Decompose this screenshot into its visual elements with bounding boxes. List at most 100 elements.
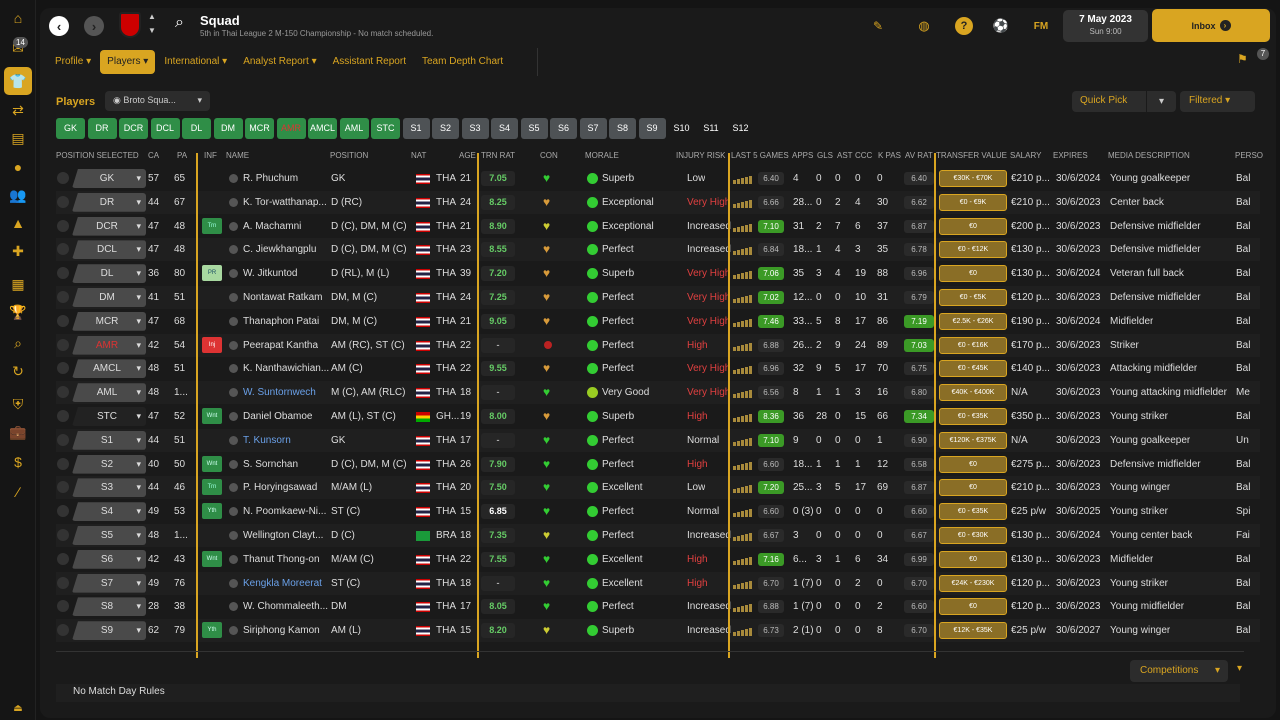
transfers-icon[interactable]: ⇄ — [12, 101, 24, 118]
col-name[interactable]: NAME — [226, 151, 250, 160]
table-row[interactable]: S7 ▾ 49 76 Kengkla Moreerat ST (C) THA 18- ♥ Exce… — [56, 571, 1260, 595]
expand-icon[interactable]: ▾ — [1237, 663, 1243, 674]
trophy-icon[interactable]: 🏆 — [9, 303, 27, 320]
select-checkbox[interactable] — [57, 243, 69, 256]
inbox-button[interactable]: Inbox › — [1152, 9, 1270, 42]
position-select[interactable]: DL ▾ — [72, 264, 146, 284]
col-ast[interactable]: AST — [837, 151, 853, 160]
col-salary[interactable]: SALARY — [1010, 151, 1042, 160]
cell-name[interactable]: W. Suntornwech — [243, 387, 316, 399]
date-box[interactable]: 7 May 2023 Sun 9:00 — [1063, 10, 1148, 42]
position-select[interactable]: S2 ▾ — [72, 454, 146, 474]
chip-aml[interactable]: AML — [339, 118, 369, 139]
table-row[interactable]: DM ▾ 41 51 Nontawat Ratkam DM, M (C) THA 24 7.25… — [56, 286, 1260, 309]
table-row[interactable]: AMR ▾ 42 54 Inj Peerapat Kantha AM (RC), ST (C… — [56, 333, 1260, 357]
col-media[interactable]: MEDIA DESCRIPTION — [1108, 151, 1190, 160]
table-row[interactable]: GK ▾ 57 65 R. Phuchum GK THA 21 7.05 ♥ Superb Low 6.… — [56, 167, 1260, 190]
chip-amcl[interactable]: AMCL — [308, 118, 337, 139]
col-person[interactable]: PERSO — [1235, 151, 1264, 160]
refresh-icon[interactable]: ↻ — [12, 362, 24, 379]
select-checkbox[interactable] — [57, 314, 69, 327]
report-icon[interactable]: ▤ — [11, 129, 25, 146]
select-checkbox[interactable] — [57, 457, 69, 470]
col-inf[interactable]: INF — [204, 151, 217, 160]
col-ca[interactable]: CA — [148, 151, 160, 160]
club-icon[interactable]: ⛨ — [12, 395, 24, 412]
cell-name[interactable]: R. Phuchum — [243, 173, 299, 184]
select-checkbox[interactable] — [57, 362, 69, 375]
select-checkbox[interactable] — [57, 338, 69, 351]
chip-stc[interactable]: STC — [371, 118, 400, 139]
info-badge[interactable]: Yth — [202, 622, 222, 639]
table-row[interactable]: DR ▾ 44 67 K. Tor-watthanap... D (RC) THA 24 8.2… — [56, 190, 1260, 214]
filtered-dropdown[interactable]: Filtered ▾ — [1180, 91, 1255, 112]
info-badge[interactable]: PR — [202, 265, 222, 282]
table-row[interactable]: S5 ▾ 48 1... Wellington Clayt... D (C) BRA 18 7.… — [56, 524, 1260, 547]
cell-name[interactable]: N. Poomkaew-Ni... — [243, 506, 327, 518]
info-badge[interactable]: Trn — [202, 479, 222, 496]
position-select[interactable]: S3 ▾ — [72, 478, 146, 498]
cell-name[interactable]: Kengkla Moreerat — [243, 577, 322, 589]
position-select[interactable]: S6 ▾ — [72, 549, 146, 569]
info-badge[interactable]: Wnt — [202, 408, 222, 424]
chip-dm[interactable]: DM — [213, 118, 243, 139]
competitions-dropdown[interactable]: Competitions ▾ — [1130, 660, 1228, 682]
table-row[interactable]: S4 ▾ 49 53 Yth N. Poomkaew-Ni... ST (C) THA 15 6.… — [56, 500, 1260, 523]
col-gls[interactable]: GLS — [817, 151, 834, 160]
chip-dcr[interactable]: DCR — [119, 118, 148, 139]
chip-amr[interactable]: AMR — [276, 118, 306, 139]
cell-name[interactable]: Thanaphon Patai — [243, 315, 320, 327]
chart-icon[interactable]: ∕ — [16, 484, 20, 500]
chip-s12[interactable]: S12 — [732, 123, 749, 133]
cell-name[interactable]: W. Jitkuntod — [243, 268, 298, 280]
tab-international[interactable]: International ▾ — [164, 56, 228, 67]
select-checkbox[interactable] — [57, 386, 69, 399]
table-row[interactable]: S3 ▾ 44 46 Trn P. Horyingsawad M/AM (L) THA 20 7.… — [56, 476, 1260, 500]
chip-s5[interactable]: S5 — [520, 118, 548, 139]
position-select[interactable]: S9 ▾ — [72, 621, 146, 641]
select-checkbox[interactable] — [57, 529, 69, 541]
position-select[interactable]: MCR ▾ — [72, 311, 146, 331]
cell-name[interactable]: K. Tor-watthanap... — [243, 196, 327, 208]
select-checkbox[interactable] — [57, 172, 69, 184]
select-checkbox[interactable] — [57, 576, 69, 589]
chip-s11[interactable]: S11 — [703, 123, 719, 133]
chip-s7[interactable]: S7 — [579, 118, 607, 139]
cell-name[interactable]: Thanut Thong-on — [243, 553, 320, 565]
select-checkbox[interactable] — [57, 410, 69, 422]
exit-icon[interactable]: ⏏ — [13, 702, 23, 714]
quick-pick-button[interactable]: Quick Pick ▾ — [1072, 91, 1176, 112]
club-crest[interactable] — [119, 12, 141, 38]
col-avrat[interactable]: AV RAT — [905, 151, 933, 160]
fm-logo[interactable]: FM — [1033, 20, 1049, 32]
search-icon[interactable]: ⌕ — [175, 14, 184, 31]
tab-profile[interactable]: Profile ▾ — [55, 56, 92, 67]
select-checkbox[interactable] — [57, 195, 69, 208]
col-morale[interactable]: MORALE — [585, 151, 619, 160]
ball-icon[interactable]: ● — [13, 159, 23, 175]
table-row[interactable]: STC ▾ 47 52 Wnt Daniel Obamoe AM (L), ST (C) GH… — [56, 405, 1260, 428]
chip-mcr[interactable]: MCR — [245, 118, 274, 139]
calendar-icon[interactable]: ▦ — [11, 275, 25, 292]
position-select[interactable]: S1 ▾ — [72, 430, 146, 450]
position-select[interactable]: AML ▾ — [72, 383, 146, 403]
search-icon[interactable]: ⌕ — [14, 334, 22, 351]
table-row[interactable]: AMCL ▾ 48 51 K. Nanthawichian... AM (C) THA 22 9… — [56, 357, 1260, 380]
chip-s3[interactable]: S3 — [461, 118, 489, 139]
briefcase-icon[interactable]: 💼 — [9, 423, 27, 440]
training-icon[interactable]: ▲ — [11, 215, 25, 231]
cell-name[interactable]: Siriphong Kamon — [243, 625, 320, 637]
cell-name[interactable]: S. Sornchan — [243, 458, 299, 470]
col-trn[interactable]: TRN RAT — [481, 151, 516, 160]
select-checkbox[interactable] — [57, 624, 69, 637]
chevron-down-icon[interactable]: ▼ — [148, 26, 156, 35]
cell-name[interactable]: P. Horyingsawad — [243, 482, 318, 494]
position-select[interactable]: DCL ▾ — [72, 240, 146, 260]
select-checkbox[interactable] — [57, 267, 69, 280]
select-checkbox[interactable] — [57, 505, 69, 518]
position-select[interactable]: GK ▾ — [72, 169, 146, 188]
tab-players[interactable]: Players ▾ — [100, 50, 156, 74]
forward-button[interactable]: › — [84, 16, 104, 36]
tab-team-depth-chart[interactable]: Team Depth Chart — [415, 50, 510, 74]
position-select[interactable]: S5 ▾ — [72, 526, 146, 545]
